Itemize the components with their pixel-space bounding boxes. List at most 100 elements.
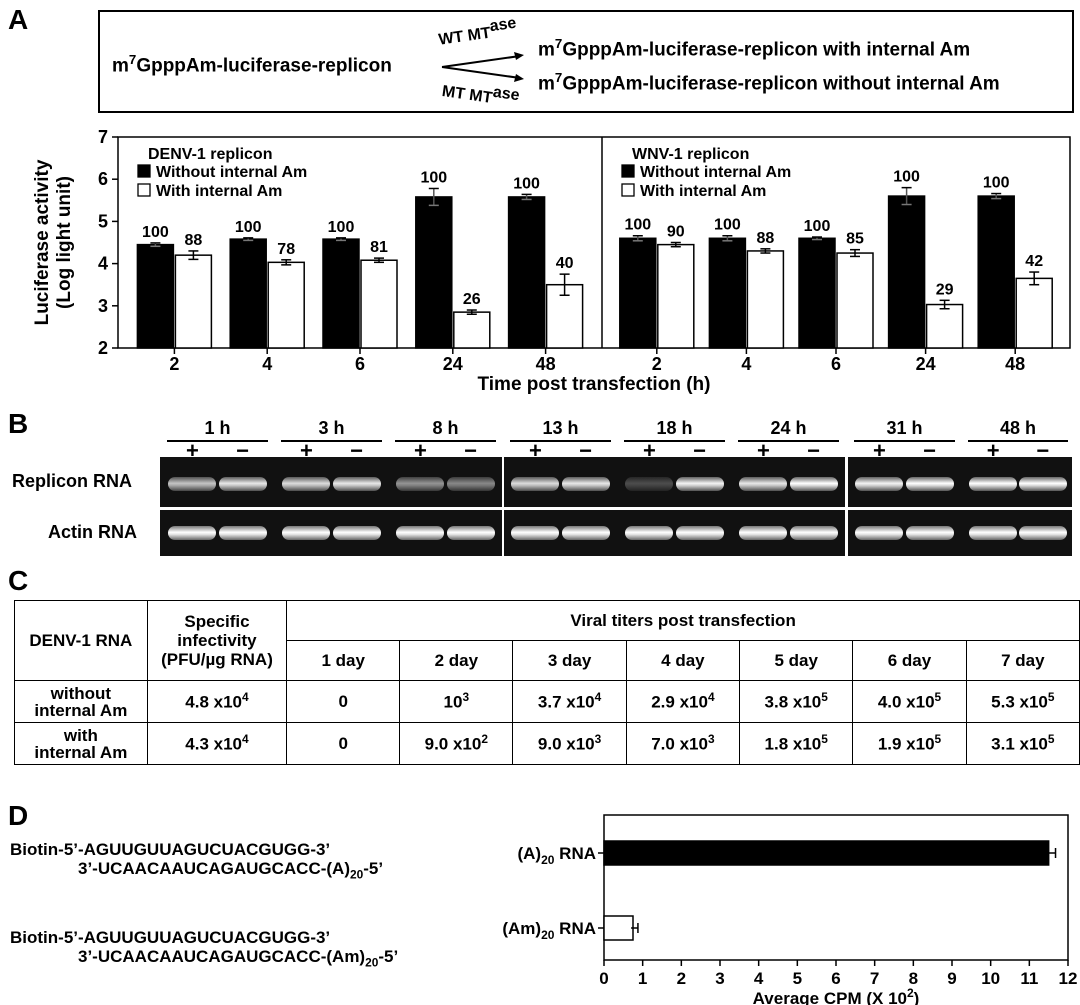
titer-value: 9.0 x102 bbox=[399, 722, 514, 765]
scheme-arrows bbox=[441, 52, 524, 82]
x-tick-label: 4 bbox=[741, 354, 751, 374]
gel-timepoint-label: 13 h bbox=[542, 418, 579, 438]
titer-value: 3.7 x104 bbox=[512, 680, 627, 723]
actin-band bbox=[675, 526, 724, 540]
gel-timepoint-label: 8 h bbox=[432, 418, 459, 438]
row-label: with internal Am bbox=[14, 722, 148, 765]
gel-timepoint-label: 1 h bbox=[204, 418, 231, 438]
x-tick-label: 6 bbox=[831, 969, 840, 988]
sequence-am20: Biotin-5’-AGUUGUUAGUCUACGUGG-3’ 3’-UCAAC… bbox=[10, 928, 398, 972]
header-day: 3 day bbox=[512, 640, 627, 681]
panel-label-a: A bbox=[8, 4, 29, 35]
actin-band bbox=[855, 526, 904, 540]
data-label: 100 bbox=[235, 219, 262, 236]
lane-minus-label: − bbox=[236, 438, 249, 463]
actin-band bbox=[332, 526, 381, 540]
lane-plus-label: + bbox=[413, 438, 427, 463]
titer-value: 3.1 x105 bbox=[965, 722, 1080, 765]
specific-infectivity-value: 4.3 x104 bbox=[146, 722, 288, 765]
bar bbox=[657, 243, 695, 349]
header-day: 1 day bbox=[286, 640, 401, 681]
data-label: 100 bbox=[624, 217, 651, 234]
lane-minus-label: − bbox=[579, 438, 592, 463]
actin-band bbox=[168, 526, 217, 540]
gel-timepoint-underline bbox=[395, 440, 496, 442]
x-tick-label: 2 bbox=[677, 969, 686, 988]
actin-band bbox=[446, 526, 495, 540]
specific-infectivity-value: 4.8 x104 bbox=[146, 680, 288, 723]
gel-timepoint-label: 3 h bbox=[318, 418, 345, 438]
data-label: 88 bbox=[185, 232, 203, 249]
lane-plus-label: + bbox=[185, 438, 199, 463]
gel-timepoint-label: 18 h bbox=[656, 418, 693, 438]
bar bbox=[977, 195, 1015, 349]
header-day: 7 day bbox=[965, 640, 1080, 681]
replicon-band bbox=[218, 477, 267, 491]
legend-title: DENV-1 replicon bbox=[148, 146, 272, 163]
lane-plus-label: + bbox=[642, 438, 656, 463]
bar bbox=[415, 196, 453, 349]
scheme-box: m7GpppAm-luciferase-replicon WT MTase MT… bbox=[98, 10, 1074, 113]
actin-band bbox=[969, 526, 1018, 540]
lane-plus-label: + bbox=[756, 438, 770, 463]
actin-band bbox=[625, 526, 674, 540]
header-day: 6 day bbox=[852, 640, 967, 681]
x-tick-label: 4 bbox=[262, 354, 272, 374]
actin-band bbox=[396, 526, 445, 540]
gel-timepoint-underline bbox=[167, 440, 268, 442]
lane-minus-label: − bbox=[350, 438, 363, 463]
titer-value: 3.8 x105 bbox=[739, 680, 854, 723]
lane-minus-label: − bbox=[693, 438, 706, 463]
data-label: 78 bbox=[277, 241, 295, 258]
category-label: (A)20 RNA bbox=[517, 844, 596, 867]
y-axis-label-unit: (Log light unit) bbox=[54, 176, 75, 309]
gel-timepoint-label: 24 h bbox=[770, 418, 807, 438]
sequence-a20: Biotin-5’-AGUUGUUAGUCUACGUGG-3’ 3’-UCAAC… bbox=[10, 840, 383, 884]
legend-swatch bbox=[137, 164, 151, 178]
replicon-band bbox=[739, 477, 788, 491]
data-label: 42 bbox=[1025, 253, 1043, 270]
actin-band bbox=[561, 526, 610, 540]
y-tick-label: 6 bbox=[98, 169, 108, 189]
actin-band bbox=[511, 526, 560, 540]
x-tick-label: 12 bbox=[1059, 969, 1078, 988]
bar bbox=[322, 238, 360, 349]
bar bbox=[1015, 277, 1053, 349]
bar bbox=[746, 250, 785, 349]
y-tick-label: 4 bbox=[98, 254, 108, 274]
bar bbox=[603, 915, 634, 941]
data-label: 81 bbox=[370, 239, 388, 256]
data-label: 100 bbox=[142, 224, 169, 241]
gel-timepoint-label: 31 h bbox=[886, 418, 923, 438]
titer-value: 4.0 x105 bbox=[852, 680, 967, 723]
bar bbox=[453, 311, 491, 349]
luciferase-chart: 2 3 4 5 6 7 Luciferase activity (Log light unit… bbox=[32, 127, 1071, 395]
y-tick-label: 7 bbox=[98, 127, 108, 147]
x-tick-label: 9 bbox=[947, 969, 956, 988]
plot-frame bbox=[603, 814, 1069, 961]
titer-value: 103 bbox=[399, 680, 514, 723]
x-axis-label: Average CPM (X 102) bbox=[753, 986, 920, 1005]
gel-timepoint-underline bbox=[854, 440, 955, 442]
data-label: 26 bbox=[463, 291, 481, 308]
lane-plus-label: + bbox=[299, 438, 313, 463]
gel-timepoint-underline bbox=[281, 440, 382, 442]
row-label: without internal Am bbox=[14, 680, 148, 723]
x-tick-label: 2 bbox=[652, 354, 662, 374]
bar bbox=[507, 196, 546, 349]
titer-value: 1.8 x105 bbox=[739, 722, 854, 765]
data-label: 100 bbox=[983, 175, 1010, 192]
legend-title: WNV-1 replicon bbox=[632, 146, 749, 163]
replicon-band bbox=[168, 477, 217, 491]
sequence-a20-bottom: 3’-UCAACAAUCAGAUGCACC-(A)20-5’ bbox=[78, 859, 384, 882]
data-label: 100 bbox=[328, 219, 355, 236]
bar bbox=[887, 195, 926, 349]
legend-label: Without internal Am bbox=[156, 164, 307, 181]
bar bbox=[603, 840, 1050, 866]
y-tick-label: 3 bbox=[98, 296, 108, 316]
data-label: 100 bbox=[893, 169, 920, 186]
bar bbox=[174, 254, 213, 349]
y-tick-label: 5 bbox=[98, 211, 108, 231]
replicon-band bbox=[969, 477, 1018, 491]
